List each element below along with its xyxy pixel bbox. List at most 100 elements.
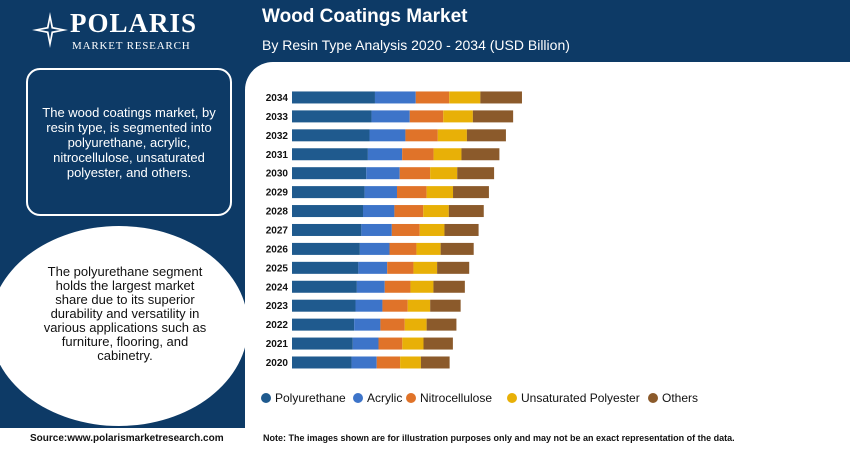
bar-nitrocellulose-2031 <box>402 148 434 161</box>
category-label-2024: 2024 <box>266 282 289 293</box>
legend-label: Nitrocellulose <box>420 391 492 405</box>
bar-unsaturated-polyester-2034 <box>449 91 481 104</box>
bar-unsaturated-polyester-2029 <box>426 186 454 199</box>
bar-unsaturated-polyester-2032 <box>437 129 467 142</box>
bar-nitrocellulose-2030 <box>399 167 431 180</box>
bar-nitrocellulose-2025 <box>387 261 414 274</box>
bar-polyurethane-2030 <box>292 167 367 180</box>
legend-label: Others <box>662 391 698 405</box>
bar-nitrocellulose-2020 <box>376 356 401 369</box>
bar-acrylic-2023 <box>355 299 383 312</box>
bar-unsaturated-polyester-2030 <box>430 167 458 180</box>
category-label-2034: 2034 <box>266 93 289 104</box>
bar-nitrocellulose-2022 <box>380 318 405 331</box>
segmentation-summary-box: The wood coatings market, by resin type,… <box>26 68 232 216</box>
category-label-2032: 2032 <box>266 131 289 142</box>
bar-nitrocellulose-2021 <box>378 337 403 350</box>
bar-unsaturated-polyester-2024 <box>410 280 434 293</box>
bar-others-2021 <box>423 337 453 350</box>
bar-others-2023 <box>430 299 461 312</box>
bar-unsaturated-polyester-2026 <box>416 242 441 255</box>
footer-bar <box>0 428 850 450</box>
brand-tagline: MARKET RESEARCH <box>72 40 191 52</box>
bar-nitrocellulose-2023 <box>382 299 408 312</box>
bar-acrylic-2029 <box>364 186 397 199</box>
chart-subtitle: By Resin Type Analysis 2020 - 2034 (USD … <box>262 37 570 53</box>
legend-item-nitrocellulose: Nitrocellulose <box>406 391 492 405</box>
bar-acrylic-2021 <box>352 337 379 350</box>
bar-others-2026 <box>440 242 474 255</box>
legend-swatch <box>353 393 363 403</box>
bar-polyurethane-2029 <box>292 186 365 199</box>
brand-name: POLARIS <box>70 8 198 38</box>
bar-nitrocellulose-2028 <box>394 205 424 218</box>
bar-unsaturated-polyester-2028 <box>423 205 449 218</box>
bar-others-2029 <box>453 186 489 199</box>
polaris-logo: POLARIS MARKET RESEARCH <box>30 6 220 56</box>
bar-nitrocellulose-2029 <box>396 186 427 199</box>
bar-nitrocellulose-2033 <box>409 110 444 123</box>
bar-acrylic-2026 <box>359 242 390 255</box>
bar-others-2032 <box>466 129 506 142</box>
bar-unsaturated-polyester-2021 <box>402 337 424 350</box>
chart-title: Wood Coatings Market <box>262 6 468 27</box>
category-label-2026: 2026 <box>266 244 289 255</box>
legend-item-unsaturated-polyester: Unsaturated Polyester <box>507 391 640 405</box>
bar-polyurethane-2028 <box>292 205 363 218</box>
bar-polyurethane-2032 <box>292 129 370 142</box>
bar-others-2030 <box>457 167 495 180</box>
star-icon <box>32 12 68 48</box>
bar-polyurethane-2027 <box>292 223 362 236</box>
legend-item-others: Others <box>648 391 698 405</box>
bar-others-2025 <box>437 261 470 274</box>
bar-acrylic-2022 <box>354 318 381 331</box>
bar-polyurethane-2024 <box>292 280 357 293</box>
bar-nitrocellulose-2024 <box>384 280 411 293</box>
bar-unsaturated-polyester-2023 <box>407 299 431 312</box>
legend-label: Polyurethane <box>275 391 346 405</box>
category-label-2023: 2023 <box>266 301 289 312</box>
source-text: Source:www.polarismarketresearch.com <box>30 433 224 444</box>
category-label-2027: 2027 <box>266 225 289 236</box>
bar-others-2022 <box>426 318 457 331</box>
highlight-text: The polyurethane segment holds the large… <box>43 264 207 363</box>
category-label-2033: 2033 <box>266 112 289 123</box>
bar-acrylic-2028 <box>362 205 395 218</box>
bar-polyurethane-2025 <box>292 261 359 274</box>
bar-polyurethane-2021 <box>292 337 353 350</box>
bar-others-2027 <box>444 223 479 236</box>
category-label-2021: 2021 <box>266 339 289 350</box>
bar-acrylic-2027 <box>361 223 392 236</box>
bar-others-2020 <box>420 356 450 369</box>
bar-unsaturated-polyester-2025 <box>413 261 438 274</box>
bar-polyurethane-2033 <box>292 110 372 123</box>
bar-unsaturated-polyester-2020 <box>400 356 421 369</box>
legend-swatch <box>406 393 416 403</box>
bar-others-2028 <box>448 205 484 218</box>
stacked-bar-chart: 2034 2033 2032 2031 2030 2029 2028 2027 2026 2025… <box>261 91 698 405</box>
bar-others-2024 <box>433 280 465 293</box>
category-label-2028: 2028 <box>266 207 289 218</box>
bar-polyurethane-2034 <box>292 91 375 104</box>
highlight-circle <box>0 226 248 426</box>
category-label-2031: 2031 <box>266 150 289 161</box>
bar-nitrocellulose-2032 <box>405 129 438 142</box>
bar-acrylic-2024 <box>356 280 385 293</box>
bar-others-2033 <box>472 110 514 123</box>
bar-unsaturated-polyester-2027 <box>419 223 445 236</box>
legend-swatch <box>261 393 271 403</box>
bar-acrylic-2025 <box>358 261 388 274</box>
segmentation-summary-text: The wood coatings market, by resin type,… <box>42 104 216 180</box>
bar-acrylic-2030 <box>366 167 400 180</box>
legend-item-acrylic: Acrylic <box>353 391 402 405</box>
category-label-2030: 2030 <box>266 169 289 180</box>
disclaimer-note: Note: The images shown are for illustrat… <box>263 433 735 443</box>
bar-acrylic-2020 <box>351 356 377 369</box>
bar-unsaturated-polyester-2031 <box>433 148 462 161</box>
bar-acrylic-2033 <box>371 110 410 123</box>
bar-nitrocellulose-2034 <box>415 91 450 104</box>
bar-nitrocellulose-2027 <box>391 223 420 236</box>
bar-nitrocellulose-2026 <box>389 242 417 255</box>
category-label-2025: 2025 <box>266 263 289 274</box>
bar-unsaturated-polyester-2033 <box>443 110 473 123</box>
